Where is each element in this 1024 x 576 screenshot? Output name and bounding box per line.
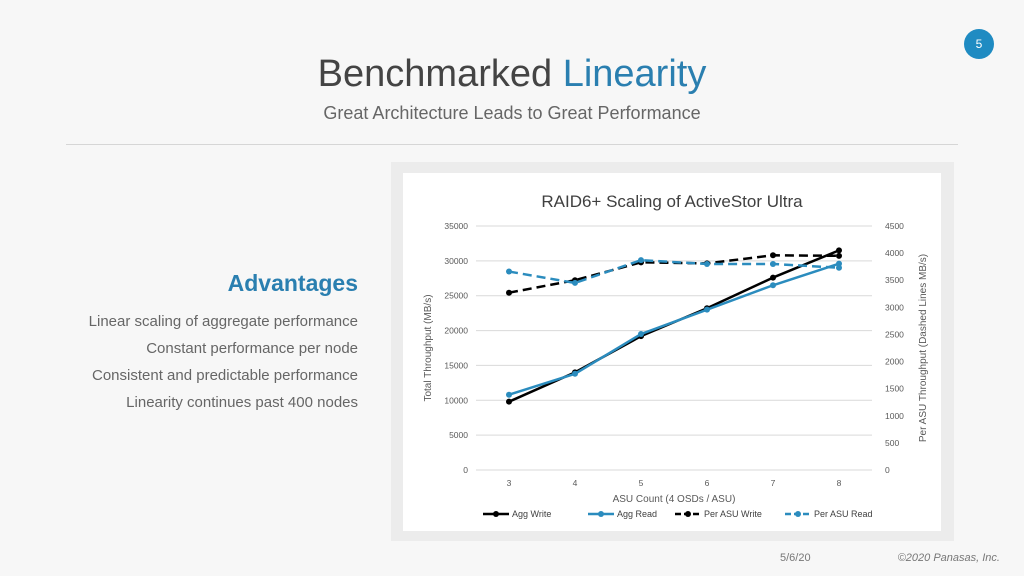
legend-label-per-asu-write: Per ASU Write — [704, 509, 762, 519]
page-subtitle: Great Architecture Leads to Great Perfor… — [323, 103, 701, 123]
agg-write-point — [770, 274, 776, 281]
agg-read-point — [572, 370, 578, 377]
x-tick-label: 4 — [573, 478, 578, 488]
y2-tick-label: 3000 — [885, 302, 904, 312]
per-asu-read-point — [836, 264, 842, 271]
chart-panel: RAID6+ Scaling of ActiveStor Ultra 0 5000 1… — [403, 173, 941, 531]
agg-write-point — [836, 247, 842, 254]
per-asu-read-line — [508, 258, 840, 285]
y2-tick-label: 2500 — [885, 329, 904, 339]
legend-label-agg-write: Agg Write — [512, 509, 551, 519]
page-title: Benchmarked Linearity — [0, 52, 1024, 96]
slide-number-badge: 5 — [964, 29, 994, 59]
agg-read-point — [770, 282, 776, 289]
y-tick-label: 30000 — [444, 256, 468, 266]
y2-tick-label: 4500 — [885, 221, 904, 231]
x-tick-label: 8 — [837, 478, 842, 488]
per-asu-read-point — [638, 257, 644, 264]
y2-tick-label: 4000 — [885, 248, 904, 258]
per-asu-read-point — [770, 260, 776, 267]
y2-tick-label: 3500 — [885, 275, 904, 285]
agg-write-point — [506, 398, 512, 405]
throughput-chart: RAID6+ Scaling of ActiveStor Ultra050001… — [423, 192, 929, 519]
x-tick-label: 7 — [771, 478, 776, 488]
x-tick-label: 5 — [639, 478, 644, 488]
per-asu-read-point — [704, 260, 710, 267]
y-tick-label: 5000 — [449, 430, 468, 440]
per-asu-write-point — [770, 252, 776, 259]
per-asu-write-point — [506, 289, 512, 296]
y-tick-label: 20000 — [444, 326, 468, 336]
legend-label-per-asu-read: Per ASU Read — [814, 509, 873, 519]
y-tick-label: 25000 — [444, 291, 468, 301]
x-axis-label: ASU Count (4 OSDs / ASU) — [613, 494, 736, 505]
advantage-item: Constant performance per node — [146, 340, 358, 357]
footer-copyright: ©2020 Panasas, Inc. — [897, 552, 1000, 564]
advantage-item: Linear scaling of aggregate performance — [88, 313, 358, 330]
y-tick-label: 15000 — [444, 360, 468, 370]
x-tick-label: 3 — [507, 478, 512, 488]
y2-axis-label: Per ASU Throughput (Dashed Lines MB/s) — [918, 254, 929, 442]
y-tick-label: 0 — [463, 465, 468, 475]
chart-title: RAID6+ Scaling of ActiveStor Ultra — [541, 192, 803, 211]
agg-read-point — [638, 331, 644, 338]
advantages-list: Linear scaling of aggregate performance … — [89, 308, 358, 416]
legend-marker-agg-read — [598, 511, 604, 517]
advantage-item: Consistent and predictable performance — [92, 367, 358, 384]
agg-read-line — [508, 262, 840, 396]
legend-marker-agg-write — [493, 511, 499, 517]
y2-tick-label: 500 — [885, 438, 899, 448]
per-asu-write-point — [836, 252, 842, 259]
advantage-item: Linearity continues past 400 nodes — [126, 394, 358, 411]
agg-read-point — [704, 306, 710, 313]
agg-read-point — [836, 260, 842, 267]
title-main: Benchmarked — [317, 53, 563, 95]
advantages-heading: Advantages — [227, 270, 358, 296]
y2-tick-label: 2000 — [885, 357, 904, 367]
footer-date: 5/6/20 — [780, 552, 811, 564]
title-divider — [66, 144, 958, 145]
y-axis-label: Total Throughput (MB/s) — [423, 294, 434, 401]
y2-tick-label: 0 — [885, 465, 890, 475]
y2-tick-label: 1500 — [885, 384, 904, 394]
per-asu-read-point — [572, 279, 578, 286]
title-accent: Linearity — [562, 53, 707, 95]
y-tick-label: 10000 — [444, 395, 468, 405]
y2-tick-label: 1000 — [885, 411, 904, 421]
legend-label-agg-read: Agg Read — [617, 509, 657, 519]
legend-marker-per-asu-read — [795, 511, 801, 517]
y-tick-label: 35000 — [444, 221, 468, 231]
legend-marker-per-asu-write — [685, 511, 691, 517]
x-tick-label: 6 — [705, 478, 710, 488]
agg-read-point — [506, 391, 512, 398]
per-asu-read-point — [506, 268, 512, 275]
